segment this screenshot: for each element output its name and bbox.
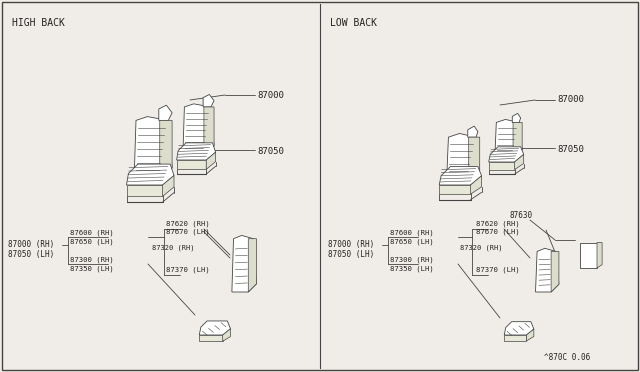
Polygon shape — [223, 329, 230, 341]
Polygon shape — [580, 243, 597, 268]
Polygon shape — [159, 105, 172, 121]
Polygon shape — [160, 121, 172, 180]
Text: 87670 (LH): 87670 (LH) — [476, 229, 520, 235]
Polygon shape — [199, 321, 230, 335]
Polygon shape — [177, 160, 206, 169]
Text: 87370 (LH): 87370 (LH) — [476, 267, 520, 273]
Text: 87600 (RH): 87600 (RH) — [70, 230, 114, 236]
Polygon shape — [439, 185, 470, 194]
Text: 87300 (RH): 87300 (RH) — [70, 257, 114, 263]
Polygon shape — [248, 239, 257, 292]
Text: 87000 (RH): 87000 (RH) — [8, 241, 54, 250]
Text: 87300 (RH): 87300 (RH) — [390, 257, 434, 263]
Polygon shape — [489, 162, 515, 170]
Polygon shape — [470, 176, 481, 194]
Polygon shape — [504, 322, 534, 335]
Polygon shape — [513, 122, 522, 158]
Text: 87630: 87630 — [510, 211, 533, 219]
Text: 87650 (LH): 87650 (LH) — [70, 239, 114, 245]
Text: LOW BACK: LOW BACK — [330, 18, 377, 28]
Polygon shape — [447, 134, 480, 180]
Text: 87000: 87000 — [557, 96, 584, 105]
Polygon shape — [512, 113, 521, 122]
Polygon shape — [439, 167, 481, 185]
Text: HIGH BACK: HIGH BACK — [12, 18, 65, 28]
Polygon shape — [199, 335, 223, 341]
Text: ^870C 0.06: ^870C 0.06 — [544, 353, 590, 362]
Text: 87350 (LH): 87350 (LH) — [70, 266, 114, 272]
Polygon shape — [504, 335, 527, 341]
Text: 87670 (LH): 87670 (LH) — [166, 229, 210, 235]
Text: 87650 (LH): 87650 (LH) — [390, 239, 434, 245]
Polygon shape — [232, 235, 257, 292]
Polygon shape — [127, 185, 163, 196]
Text: 87320 (RH): 87320 (RH) — [460, 245, 502, 251]
Text: 87050: 87050 — [257, 148, 284, 157]
Polygon shape — [204, 107, 214, 156]
Text: 87620 (RH): 87620 (RH) — [166, 221, 210, 227]
Polygon shape — [127, 164, 174, 185]
Polygon shape — [515, 154, 524, 170]
Polygon shape — [206, 152, 216, 169]
Polygon shape — [536, 248, 559, 292]
Text: 87000: 87000 — [257, 90, 284, 99]
Polygon shape — [177, 143, 216, 160]
Polygon shape — [489, 147, 524, 162]
Text: 87050: 87050 — [557, 145, 584, 154]
Text: 87000 (RH): 87000 (RH) — [328, 241, 374, 250]
Polygon shape — [495, 119, 522, 158]
Text: 87320 (RH): 87320 (RH) — [152, 245, 195, 251]
Polygon shape — [163, 176, 174, 196]
Text: 87350 (LH): 87350 (LH) — [390, 266, 434, 272]
Polygon shape — [134, 116, 172, 180]
Polygon shape — [527, 329, 534, 341]
Text: 87600 (RH): 87600 (RH) — [390, 230, 434, 236]
Polygon shape — [203, 94, 214, 107]
Polygon shape — [183, 104, 214, 156]
Text: 87370 (LH): 87370 (LH) — [166, 267, 210, 273]
Polygon shape — [468, 137, 480, 180]
Text: 87050 (LH): 87050 (LH) — [328, 250, 374, 260]
Text: 87620 (RH): 87620 (RH) — [476, 221, 520, 227]
Polygon shape — [597, 243, 602, 268]
Polygon shape — [468, 126, 478, 137]
Polygon shape — [551, 251, 559, 292]
Text: 87050 (LH): 87050 (LH) — [8, 250, 54, 260]
